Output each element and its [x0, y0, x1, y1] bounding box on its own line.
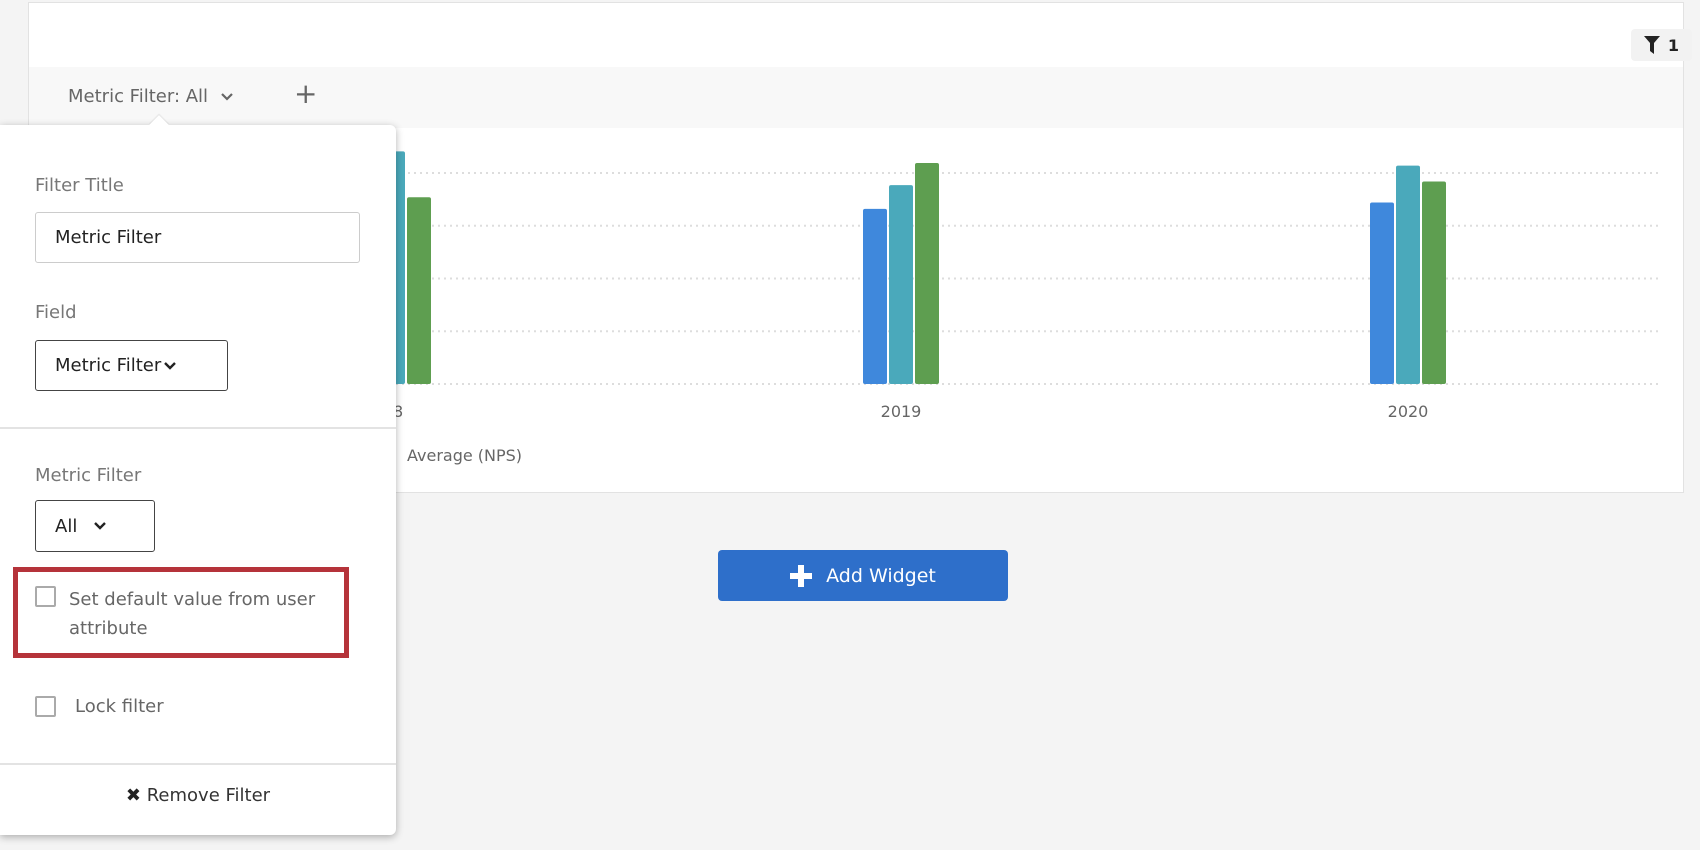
- add-filter-button[interactable]: +: [294, 80, 317, 108]
- remove-filter-button[interactable]: ✖ Remove Filter: [0, 785, 396, 806]
- lock-filter-label: Lock filter: [75, 696, 164, 717]
- filter-title-input[interactable]: Metric Filter: [35, 212, 360, 263]
- filter-settings-popup: Filter Title Metric Filter Field Metric …: [0, 115, 396, 835]
- filter-count-badge[interactable]: 1: [1631, 29, 1692, 61]
- lock-filter-checkbox[interactable]: [35, 696, 56, 717]
- filter-title-label: Filter Title: [35, 175, 124, 196]
- bar-2020-series-2[interactable]: [1396, 165, 1420, 384]
- bar-2018-series-3[interactable]: [407, 197, 431, 384]
- divider: [0, 763, 396, 765]
- default-from-attribute-label: Set default value from user attribute: [69, 589, 316, 639]
- filter-count: 1: [1667, 35, 1680, 55]
- metric-filter-chip-label: Metric Filter: All: [68, 86, 209, 107]
- plus-icon: [790, 564, 813, 587]
- bar-2020-series-3[interactable]: [1422, 181, 1446, 384]
- close-icon: ✖: [125, 785, 141, 806]
- funnel-icon: [1643, 36, 1660, 54]
- add-widget-button[interactable]: Add Widget: [718, 550, 1008, 601]
- remove-filter-label: Remove Filter: [146, 785, 271, 806]
- plus-icon: +: [294, 77, 318, 110]
- filter-bar: [29, 67, 1683, 128]
- x-tick-label: 2019: [880, 402, 922, 421]
- metric-filter-select[interactable]: All: [35, 500, 155, 552]
- metric-filter-label: Metric Filter: [35, 465, 142, 486]
- chevron-down-icon: [94, 522, 107, 530]
- bar-2019-series-2[interactable]: [889, 185, 913, 384]
- field-label: Field: [35, 302, 77, 323]
- highlight-box: [13, 567, 349, 658]
- bar-2019-series-3[interactable]: [915, 162, 939, 384]
- field-select-value: Metric Filter: [55, 355, 162, 376]
- x-tick-label: 2020: [1387, 402, 1429, 421]
- legend-item: Average (NPS): [407, 446, 523, 465]
- field-select[interactable]: Metric Filter: [35, 340, 228, 391]
- add-widget-label: Add Widget: [826, 564, 936, 587]
- chevron-down-icon: [221, 92, 233, 101]
- default-from-attribute-checkbox[interactable]: [35, 586, 56, 607]
- metric-filter-chip[interactable]: Metric Filter: All: [68, 86, 234, 107]
- metric-filter-select-value: All: [55, 515, 78, 537]
- chevron-down-icon: [164, 361, 177, 370]
- bar-2019-series-1[interactable]: [863, 208, 887, 384]
- bar-2020-series-1[interactable]: [1370, 202, 1394, 384]
- divider: [0, 427, 396, 429]
